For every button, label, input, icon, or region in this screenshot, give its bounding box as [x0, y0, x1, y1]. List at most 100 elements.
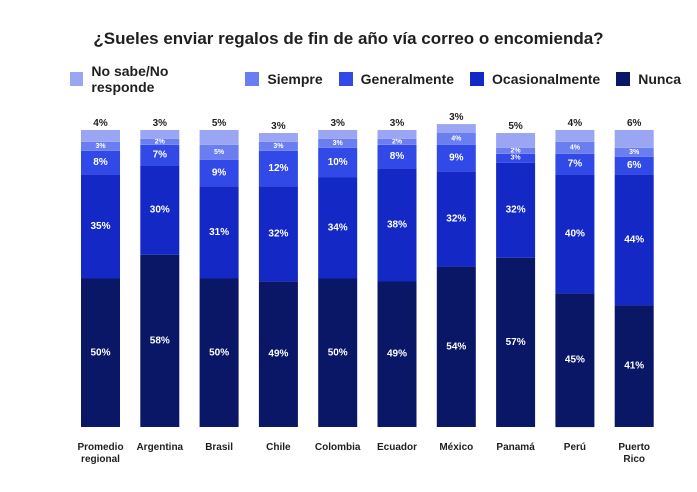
data-label: 50% — [328, 347, 348, 358]
bar-group: 50% 31% 9% 5% 5% — [199, 118, 239, 427]
bar-segment — [496, 257, 536, 427]
legend-swatch — [616, 72, 631, 86]
bar-segment — [258, 281, 298, 427]
data-label: 2% — [392, 138, 403, 145]
data-label: 41% — [624, 361, 644, 372]
bar-segment — [81, 174, 120, 279]
bar-segment — [318, 147, 358, 178]
bar-segment — [555, 141, 595, 154]
data-label: 7% — [568, 159, 583, 170]
chart-title: ¿Sueles enviar regalos de fin de año vía… — [93, 29, 604, 48]
bar-group: 41% 44% 6% 3% 6% — [614, 118, 654, 427]
legend-item: Siempre — [245, 71, 323, 87]
legend-label: Ocasionalmente — [492, 71, 601, 87]
category-label-line: Perú — [564, 442, 586, 453]
data-label: 5% — [214, 149, 225, 156]
data-label: 9% — [449, 153, 464, 164]
category-label: Perú — [564, 442, 586, 453]
data-label: 32% — [506, 205, 526, 216]
bar-segment — [436, 124, 476, 133]
data-label: 54% — [446, 341, 466, 352]
data-label: 3% — [271, 121, 286, 132]
bar-segment — [496, 153, 536, 163]
data-label: 57% — [506, 337, 526, 348]
legend-item: No sabe/No responde — [70, 63, 229, 95]
bar-segment — [140, 254, 180, 427]
bar-segment — [81, 141, 120, 151]
data-label: 38% — [387, 220, 407, 231]
data-label: 8% — [93, 157, 108, 168]
data-label: 3% — [629, 149, 640, 156]
data-label: 3% — [95, 143, 106, 150]
bar-segment — [377, 281, 417, 427]
bar-segment — [377, 144, 417, 169]
bar-segment — [555, 293, 595, 428]
category-label-line: Chile — [266, 442, 291, 453]
data-label: 3% — [273, 143, 284, 150]
bar-group: 45% 40% 7% 4% 4% — [555, 118, 595, 428]
bar-segment — [614, 147, 654, 157]
bar-segment — [377, 130, 417, 139]
data-label: 31% — [209, 227, 229, 238]
bar-segment — [81, 130, 120, 142]
data-label: 49% — [268, 349, 288, 360]
data-label: 10% — [328, 157, 348, 168]
bar-group: 54% 32% 9% 4% 3% — [436, 112, 476, 427]
category-label-line: Argentina — [136, 442, 183, 453]
category-label: Colombia — [315, 442, 361, 453]
category-label-line: Ecuador — [377, 442, 417, 453]
category-label: México — [439, 442, 473, 453]
bar-segment — [614, 174, 654, 306]
bar-segment — [199, 144, 239, 160]
bar-group: 49% 32% 12% 3% 3% — [258, 121, 298, 427]
category-label-line: Panamá — [496, 442, 535, 453]
bar-segment — [199, 130, 239, 145]
data-label: 4% — [451, 135, 462, 142]
category-label-line: regional — [81, 454, 120, 465]
data-label: 32% — [446, 214, 466, 225]
data-label: 44% — [624, 234, 644, 245]
bar-segment — [496, 162, 536, 258]
data-label: 45% — [565, 355, 585, 366]
bar-segment — [614, 305, 654, 427]
bar-segment — [377, 138, 417, 145]
bar-segment — [258, 186, 298, 282]
data-label: 8% — [390, 151, 405, 162]
legend-label: Siempre — [267, 71, 323, 87]
data-label: 50% — [90, 347, 110, 358]
category-label: Chile — [266, 442, 291, 453]
bar-segment — [555, 153, 595, 175]
data-label: 4% — [93, 118, 108, 129]
legend-label: No sabe/No responde — [91, 63, 169, 95]
category-label-line: Rico — [623, 454, 645, 465]
category-label-line: Colombia — [315, 442, 361, 453]
data-label: 49% — [387, 349, 407, 360]
bar-segment — [496, 133, 536, 148]
data-label: 35% — [90, 221, 110, 232]
bar-segment — [81, 278, 120, 427]
data-label: 3% — [390, 118, 405, 129]
legend-item: Generalmente — [338, 71, 454, 87]
bar-segment — [199, 159, 239, 187]
data-label: 2% — [511, 147, 522, 154]
bar-segment — [436, 171, 476, 267]
bar-segment — [318, 278, 358, 427]
data-label: 6% — [627, 118, 642, 129]
bar-segment — [318, 130, 358, 139]
bar-group: 50% 34% 10% 3% 3% — [318, 118, 358, 427]
bar-group: 50% 35% 8% 3% 4% — [81, 118, 120, 427]
legend-item: Nunca — [616, 71, 681, 87]
category-label-line: México — [439, 442, 473, 453]
data-label: 58% — [150, 335, 170, 346]
data-label: 5% — [212, 118, 227, 129]
bar-segment — [614, 130, 654, 148]
data-label: 7% — [153, 150, 168, 161]
data-label: 3% — [333, 140, 344, 147]
category-label: Ecuador — [377, 442, 417, 453]
data-label: 30% — [150, 205, 170, 216]
category-label: Panamá — [496, 442, 535, 453]
data-label: 12% — [268, 163, 288, 174]
bar-segment — [555, 130, 595, 142]
data-label: 32% — [268, 229, 288, 240]
